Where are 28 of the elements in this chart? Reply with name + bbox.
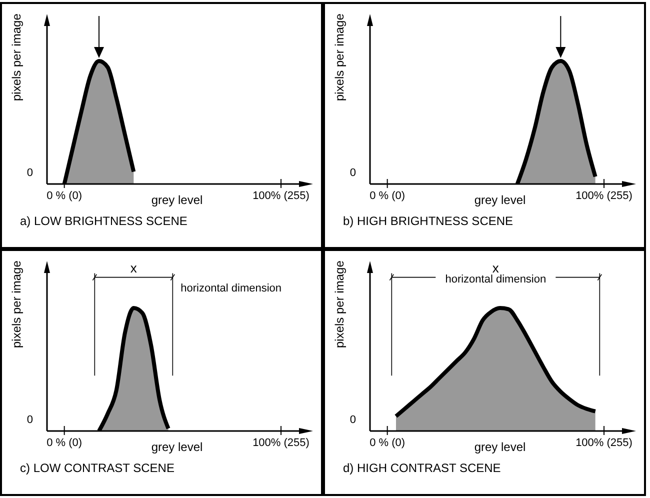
text: horizontal dimension <box>180 282 282 294</box>
text: 0 <box>26 167 33 179</box>
x-tick-label: 0 % (0) <box>370 437 406 449</box>
text: x <box>130 260 138 276</box>
x-tick-label: 100% (255) <box>576 190 632 202</box>
text: horizontal dimension <box>445 273 546 286</box>
x-tick-label: 0 % (0) <box>46 437 82 449</box>
x-tick-label: 0 % (0) <box>46 190 82 202</box>
x-axis-title: grey level <box>474 440 526 454</box>
y-axis-title: pixels per image <box>332 13 346 101</box>
x-tick-label: 100% (255) <box>576 437 632 449</box>
x-tick-label: 100% (255) <box>252 190 310 202</box>
x-axis-title: grey level <box>151 440 203 454</box>
y-axis-title: pixels per image <box>9 13 24 101</box>
text: 0 <box>350 414 356 426</box>
x-axis-title: grey level <box>151 193 203 207</box>
text: 0 <box>26 414 33 426</box>
x-tick-label: 100% (255) <box>252 437 310 449</box>
text: a) LOW BRIGHTNESS SCENE <box>20 214 188 228</box>
text: 0 <box>350 167 356 179</box>
y-axis-title: pixels per image <box>332 260 346 348</box>
x-axis-title: grey level <box>474 193 526 207</box>
text: d) HIGH CONTRAST SCENE <box>343 461 502 475</box>
text: x <box>492 260 500 276</box>
y-axis-title: pixels per image <box>9 260 24 348</box>
x-tick-label: 0 % (0) <box>370 190 406 202</box>
text: c) LOW CONTRAST SCENE <box>20 461 176 475</box>
text: b) HIGH BRIGHTNESS SCENE <box>343 214 514 228</box>
